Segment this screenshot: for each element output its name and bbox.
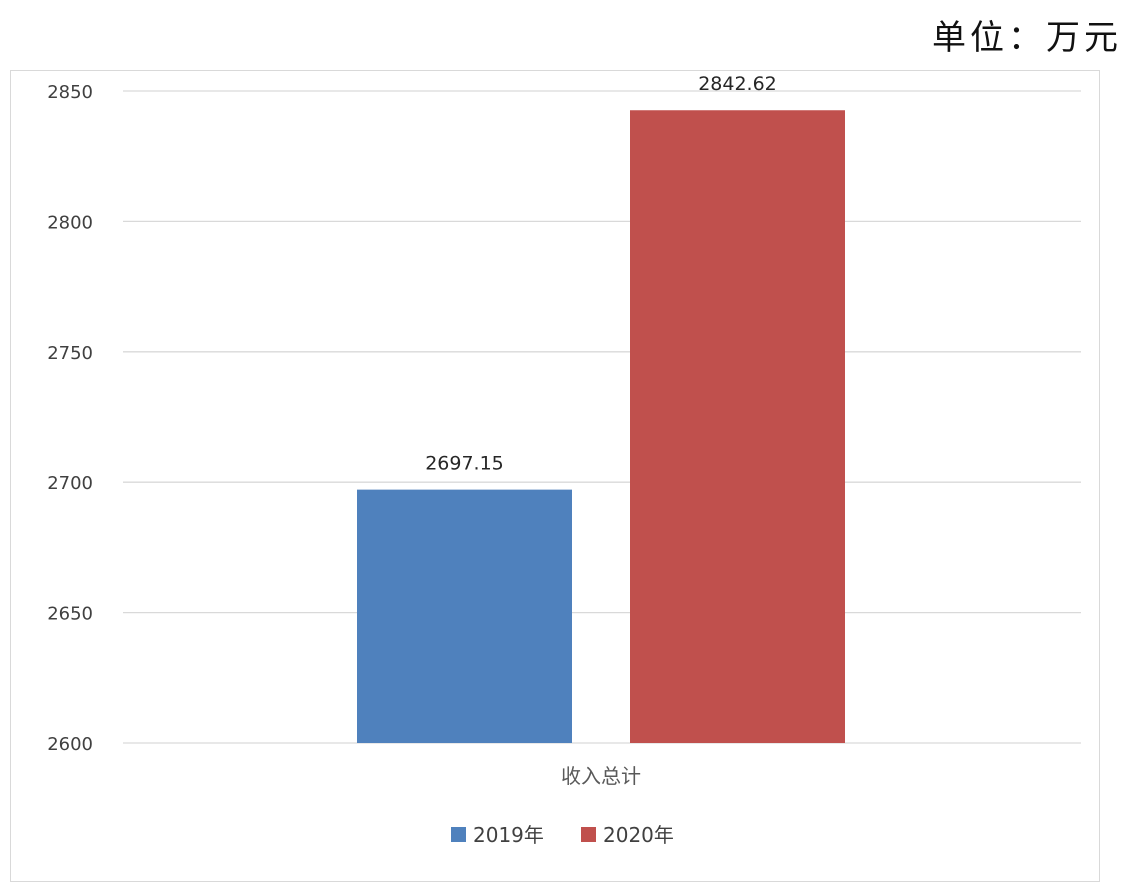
bar-2019年 — [357, 489, 572, 743]
y-tick-label: 2800 — [47, 212, 93, 233]
unit-label: 单位：万元 — [932, 18, 1122, 58]
legend-label: 2019年 — [473, 823, 544, 847]
y-tick-label: 2650 — [47, 604, 93, 625]
bar-2020年 — [630, 110, 845, 743]
y-tick-label: 2750 — [47, 343, 93, 364]
data-label: 2697.15 — [425, 453, 504, 475]
y-tick-label: 2600 — [47, 734, 93, 755]
chart-area: 2600 2650 2700 2750 2800 2850 2697.15 2842.62 收入… — [10, 70, 1100, 882]
legend-swatch — [581, 827, 596, 842]
legend-label: 2020年 — [603, 823, 674, 847]
x-category-label: 收入总计 — [561, 764, 641, 788]
bar-chart: 2600 2650 2700 2750 2800 2850 2697.15 2842.62 收入… — [47, 73, 1081, 847]
legend-swatch — [451, 827, 466, 842]
data-label: 2842.62 — [698, 73, 777, 95]
y-tick-label: 2850 — [47, 82, 93, 103]
y-tick-label: 2700 — [47, 473, 93, 494]
